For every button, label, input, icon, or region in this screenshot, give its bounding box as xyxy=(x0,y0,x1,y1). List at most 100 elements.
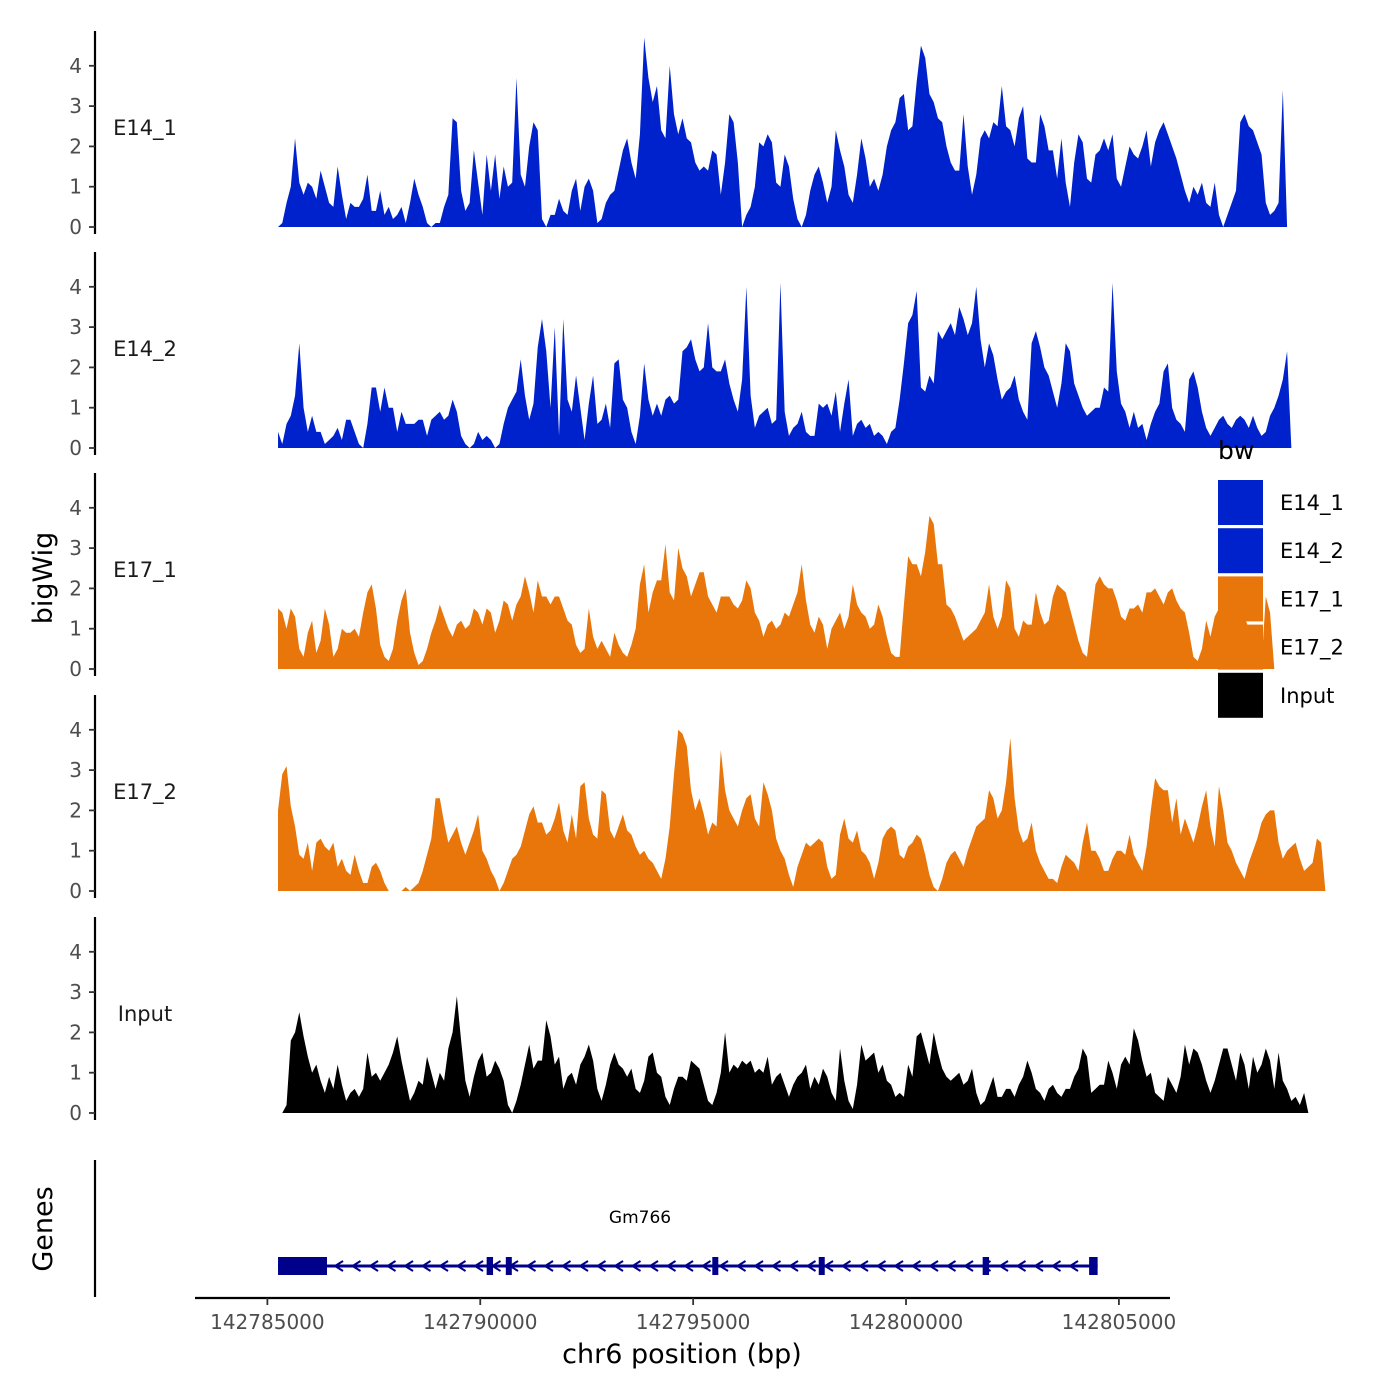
track-label: E17_1 xyxy=(113,558,177,583)
strand-arrow xyxy=(910,1260,922,1272)
strand-arrow xyxy=(928,1260,939,1272)
track-input: 0 1 2 3 4 Input xyxy=(69,917,1309,1125)
x-tick-label: 142800000 xyxy=(849,1310,964,1334)
track-label: E14_1 xyxy=(113,116,177,141)
gene-exon xyxy=(505,1257,512,1275)
y-tick-label: 4 xyxy=(69,54,82,78)
strand-arrow xyxy=(578,1260,589,1272)
strand-arrow xyxy=(945,1260,957,1272)
y-tick-label: 4 xyxy=(69,496,82,520)
legend-title: bw xyxy=(1218,436,1254,465)
gene-track-panel: Gm766 xyxy=(93,1160,1098,1297)
track-e17-1: 0 1 2 3 4 E17_1 xyxy=(69,473,1275,681)
strand-arrow xyxy=(473,1260,484,1272)
y-tick-label: 3 xyxy=(69,980,82,1004)
coverage-area-e14-2 xyxy=(278,282,1292,448)
legend-label: E14_1 xyxy=(1280,491,1344,516)
y-tick-label: 0 xyxy=(69,1101,82,1125)
strand-arrow xyxy=(560,1260,572,1272)
coverage-tracks: 0 1 2 3 4 E14_1 0 1 2 3 4 E14_2 0 1 2 3 4 E17_1 0 1 2 3 4 E17_2… xyxy=(69,31,1326,1125)
gene-exon xyxy=(278,1257,327,1275)
strand-arrow xyxy=(735,1260,747,1272)
legend-label: Input xyxy=(1280,684,1334,708)
y-tick-label: 2 xyxy=(69,1020,82,1044)
strand-arrow xyxy=(455,1260,467,1272)
y-tick-label: 3 xyxy=(69,758,82,782)
y-tick-label: 2 xyxy=(69,355,82,379)
strand-arrow xyxy=(1033,1260,1044,1272)
track-label: Input xyxy=(118,1002,172,1026)
coverage-area-e17-2 xyxy=(278,729,1326,891)
x-tick-label: 142785000 xyxy=(210,1310,325,1334)
y-tick-label: 4 xyxy=(69,718,82,742)
track-label: E14_2 xyxy=(113,337,177,362)
x-tick-label: 142790000 xyxy=(423,1310,538,1334)
legend-label: E14_2 xyxy=(1280,539,1344,564)
y-tick-label: 2 xyxy=(69,798,82,822)
strand-arrow xyxy=(1015,1260,1027,1272)
strand-arrow xyxy=(613,1260,624,1272)
legend-label: E17_1 xyxy=(1280,587,1344,612)
strand-arrow xyxy=(665,1260,677,1272)
gene-name-label: Gm766 xyxy=(609,1208,671,1228)
strand-arrow xyxy=(385,1260,397,1272)
x-tick-label: 142805000 xyxy=(1062,1310,1177,1334)
track-e14-2: 0 1 2 3 4 E14_2 xyxy=(69,252,1292,460)
y-tick-label: 1 xyxy=(69,839,82,863)
strand-arrow xyxy=(893,1260,904,1272)
strand-arrow xyxy=(998,1260,1009,1272)
gene-exon xyxy=(486,1257,494,1275)
strand-arrow xyxy=(840,1260,852,1272)
gene-exon xyxy=(1089,1257,1098,1275)
x-axis-title: chr6 position (bp) xyxy=(562,1339,802,1370)
strand-arrow xyxy=(438,1260,449,1272)
y-tick-label: 1 xyxy=(69,175,82,199)
strand-arrow xyxy=(368,1260,379,1272)
strand-arrow xyxy=(700,1260,712,1272)
y-tick-label: 4 xyxy=(69,940,82,964)
strand-arrow xyxy=(525,1260,537,1272)
coverage-area-input xyxy=(278,996,1309,1113)
coverage-area-e14-1 xyxy=(278,37,1288,228)
strand-arrow xyxy=(753,1260,764,1272)
strand-arrow xyxy=(858,1260,869,1272)
y-tick-label: 3 xyxy=(69,94,82,118)
legend-label: E17_2 xyxy=(1280,636,1344,661)
strand-arrow xyxy=(788,1260,799,1272)
y-tick-label: 1 xyxy=(69,617,82,641)
strand-arrow xyxy=(805,1260,817,1272)
track-label: E17_2 xyxy=(113,780,177,805)
strand-arrow xyxy=(595,1260,607,1272)
y-tick-label: 0 xyxy=(69,215,82,239)
y-tick-label: 1 xyxy=(69,396,82,420)
y-axis-title: bigWig xyxy=(28,532,59,625)
strand-arrow xyxy=(333,1260,344,1272)
strand-arrow xyxy=(963,1260,974,1272)
legend-swatch xyxy=(1218,480,1263,525)
track-e14-1: 0 1 2 3 4 E14_1 xyxy=(69,31,1288,239)
gene-exon xyxy=(712,1257,719,1275)
strand-arrow xyxy=(770,1260,782,1272)
y-tick-label: 0 xyxy=(69,436,82,460)
genes-axis-title: Genes xyxy=(28,1186,59,1271)
legend-swatch xyxy=(1218,624,1263,670)
y-tick-label: 3 xyxy=(69,315,82,339)
track-e17-2: 0 1 2 3 4 E17_2 xyxy=(69,695,1326,903)
x-axis: 142785000 142790000 142795000 142800000 1428… xyxy=(195,1296,1177,1334)
y-tick-label: 4 xyxy=(69,275,82,299)
y-tick-label: 0 xyxy=(69,657,82,681)
y-tick-label: 1 xyxy=(69,1061,82,1085)
gene-exon xyxy=(982,1257,990,1275)
legend-swatch xyxy=(1218,528,1263,574)
y-tick-label: 2 xyxy=(69,576,82,600)
strand-arrow xyxy=(718,1260,729,1272)
y-tick-label: 3 xyxy=(69,536,82,560)
strand-arrow xyxy=(350,1260,362,1272)
strand-arrow xyxy=(648,1260,659,1272)
strand-arrow xyxy=(1068,1260,1079,1272)
legend-swatch xyxy=(1218,672,1263,718)
strand-arrow xyxy=(875,1260,887,1272)
legend-swatch xyxy=(1218,576,1263,622)
y-tick-label: 2 xyxy=(69,134,82,158)
